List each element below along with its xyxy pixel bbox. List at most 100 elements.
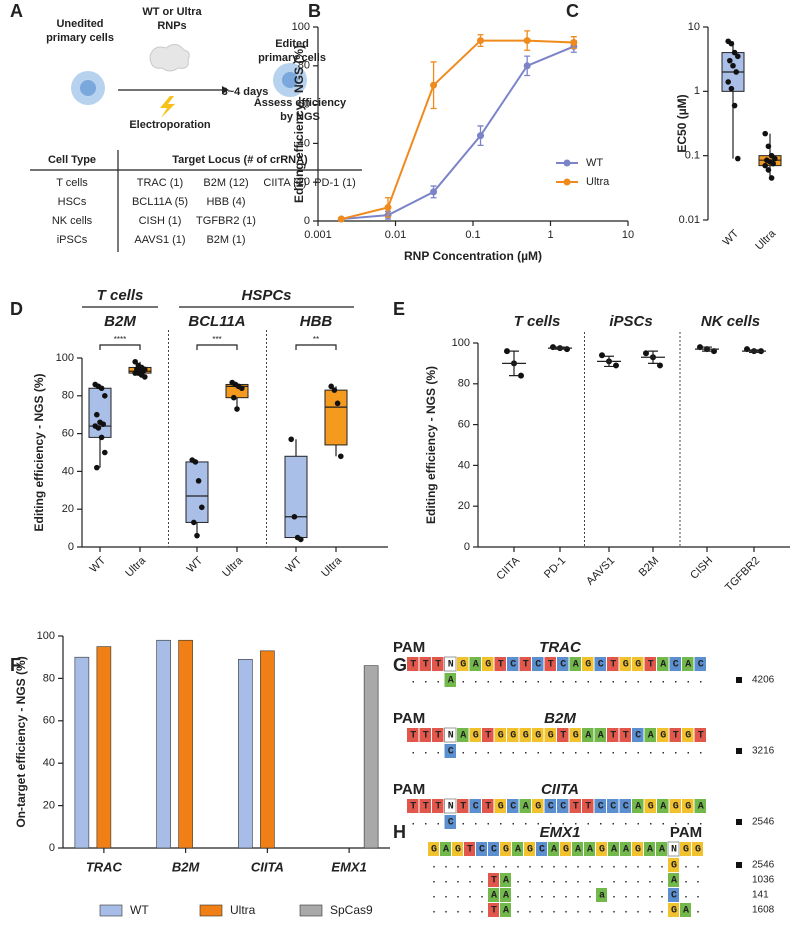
data-point xyxy=(735,53,741,60)
data-point xyxy=(291,513,298,520)
base-box xyxy=(694,728,706,742)
target-locus: CIITA (1) xyxy=(263,177,306,189)
base-box xyxy=(607,799,619,813)
data-point xyxy=(504,348,510,355)
base-box xyxy=(444,815,456,829)
base-box xyxy=(569,799,581,813)
pam-label: PAM xyxy=(670,824,702,841)
base-box xyxy=(476,842,487,856)
duration-label: 3~4 days xyxy=(222,86,269,98)
base-box xyxy=(619,728,631,742)
base-box xyxy=(482,728,494,742)
data-point xyxy=(765,143,772,150)
read-count: 1608 xyxy=(752,905,775,916)
y-tick-label: 60 xyxy=(298,99,310,111)
x-tick-label: Ultra xyxy=(753,227,779,253)
target-locus: AAVS1 (1) xyxy=(134,234,185,246)
x-tick-label: TRAC xyxy=(86,859,123,874)
pam-label: PAM xyxy=(393,781,425,798)
base-box xyxy=(544,728,556,742)
bar xyxy=(178,639,193,849)
y-tick-label: 20 xyxy=(43,800,55,812)
base-box xyxy=(620,842,631,856)
arrow-head xyxy=(222,86,229,94)
base-box xyxy=(657,728,669,742)
x-tick-label: 0.001 xyxy=(304,229,332,241)
x-tick-label: B2M xyxy=(172,859,201,874)
cell-type: iPSCs xyxy=(57,234,88,246)
base-box xyxy=(669,728,681,742)
x-tick-label: 0.1 xyxy=(465,229,480,241)
pam-label: PAM xyxy=(393,639,425,656)
base-box xyxy=(569,657,581,671)
base-box xyxy=(532,799,544,813)
base-box xyxy=(432,728,444,742)
base-box xyxy=(596,888,607,902)
y-tick-label: 20 xyxy=(298,176,310,188)
data-point xyxy=(231,394,237,401)
y-tick-label: 10 xyxy=(688,21,700,33)
base-box xyxy=(594,799,606,813)
data-point xyxy=(518,372,524,379)
input-label: primary cells xyxy=(46,32,114,44)
base-box xyxy=(432,657,444,671)
rnp-icon xyxy=(149,44,190,72)
base-box xyxy=(694,657,706,671)
base-box xyxy=(532,657,544,671)
y-tick-label: 40 xyxy=(62,465,74,477)
base-box xyxy=(500,903,511,917)
y-tick-label: 0 xyxy=(49,842,55,854)
panel-letter: F xyxy=(10,655,21,675)
data-point xyxy=(730,62,736,69)
base-box xyxy=(536,842,547,856)
legend-label: Ultra xyxy=(230,903,256,917)
base-box xyxy=(682,657,694,671)
y-tick-label: 0 xyxy=(304,215,310,227)
target-locus: PD-1 (1) xyxy=(314,177,356,189)
target-locus: TGFBR2 (1) xyxy=(196,215,256,227)
base-box xyxy=(667,841,680,857)
x-tick-label: WT xyxy=(88,554,109,575)
base-box xyxy=(544,657,556,671)
base-box xyxy=(657,799,669,813)
row-marker xyxy=(736,748,742,754)
data-point xyxy=(523,62,531,70)
base-box xyxy=(694,799,706,813)
base-box xyxy=(444,744,456,758)
base-box xyxy=(644,728,656,742)
y-tick-label: 100 xyxy=(56,352,74,364)
base-box xyxy=(668,903,679,917)
base-box xyxy=(572,842,583,856)
read-count: 3216 xyxy=(752,746,775,757)
target-locus: BCL11A (5) xyxy=(132,196,188,208)
data-point xyxy=(430,81,438,89)
data-point xyxy=(98,385,105,392)
group-title: T cells xyxy=(97,287,144,304)
x-tick-label: B2M xyxy=(637,555,661,579)
y-tick-label: 0 xyxy=(68,541,74,553)
base-box xyxy=(532,728,544,742)
box xyxy=(284,455,308,539)
panel-letter: A xyxy=(10,1,23,21)
base-box xyxy=(407,799,419,813)
legend-swatch xyxy=(199,904,223,917)
data-point xyxy=(102,449,108,456)
base-box xyxy=(569,728,581,742)
base-box xyxy=(680,842,691,856)
significance-label: ** xyxy=(313,335,319,344)
base-box xyxy=(457,728,469,742)
panel-letter: B xyxy=(308,1,321,21)
base-box xyxy=(607,728,619,742)
error-bar xyxy=(555,346,565,350)
legend-marker xyxy=(563,178,571,186)
data-point xyxy=(599,352,605,359)
base-box xyxy=(500,842,511,856)
significance-bracket xyxy=(99,344,141,350)
data-point xyxy=(523,37,531,45)
read-count: 1036 xyxy=(752,875,775,886)
sequence: .....TA.............GA. xyxy=(431,906,701,917)
base-box xyxy=(452,842,463,856)
x-tick-label: Ultra xyxy=(220,554,246,580)
output-label: primary cells xyxy=(258,52,326,64)
alignment-gene: CIITA xyxy=(541,781,579,798)
